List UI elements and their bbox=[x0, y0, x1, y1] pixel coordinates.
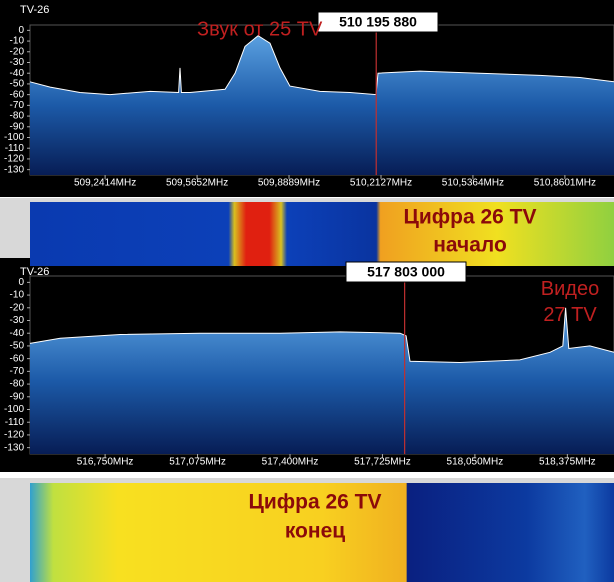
y-tick-label: -120 bbox=[4, 154, 24, 165]
y-tick-label: -90 bbox=[10, 391, 25, 402]
y-tick-label: -130 bbox=[4, 442, 24, 453]
frequency-box bbox=[345, 261, 467, 283]
x-tick-label: 510,2127MHz bbox=[350, 178, 412, 189]
spectrum-trace bbox=[29, 35, 614, 96]
waterfall-annotation: начало bbox=[433, 234, 507, 257]
x-tick-label: 510,8601MHz bbox=[534, 178, 596, 189]
waterfall bbox=[30, 483, 614, 582]
y-tick-label: -40 bbox=[10, 68, 25, 79]
y-tick-label: -60 bbox=[10, 89, 25, 100]
y-tick-label: -40 bbox=[10, 328, 25, 339]
waterfall bbox=[30, 202, 614, 266]
x-tick-label: 510,5364MHz bbox=[442, 178, 504, 189]
y-tick-label: -60 bbox=[10, 353, 25, 364]
y-tick-label: -30 bbox=[10, 57, 25, 68]
y-tick-label: -10 bbox=[10, 290, 25, 301]
y-tick-label: -100 bbox=[4, 132, 24, 143]
x-tick-label: 517,400MHz bbox=[262, 457, 319, 468]
y-tick-label: -20 bbox=[10, 46, 25, 57]
spectrum-fill bbox=[30, 307, 614, 454]
y-tick-label: -70 bbox=[10, 100, 25, 111]
y-tick-label: 0 bbox=[18, 25, 24, 36]
x-tick-label: 509,5652MHz bbox=[166, 178, 228, 189]
y-tick-label: -90 bbox=[10, 121, 25, 132]
panel-title: TV-26 bbox=[20, 266, 49, 278]
y-tick-label: -10 bbox=[10, 36, 25, 47]
x-tick-label: 518,375MHz bbox=[539, 457, 596, 468]
x-tick-label: 517,725MHz bbox=[354, 457, 411, 468]
y-tick-label: -20 bbox=[10, 302, 25, 313]
y-tick-label: -120 bbox=[4, 430, 24, 441]
frequency-label: 510 195 880 bbox=[339, 14, 417, 30]
y-tick-label: -80 bbox=[10, 111, 25, 122]
y-tick-label: -130 bbox=[4, 164, 24, 175]
y-tick-label: -30 bbox=[10, 315, 25, 326]
y-tick-label: -80 bbox=[10, 379, 25, 390]
frequency-box bbox=[317, 11, 439, 33]
waterfall-annotation: конец bbox=[285, 520, 345, 543]
y-tick-label: -100 bbox=[4, 404, 24, 415]
y-tick-label: 0 bbox=[18, 277, 24, 288]
x-tick-label: 518,050MHz bbox=[447, 457, 504, 468]
annotation: Звук от 25 TV bbox=[197, 18, 323, 40]
y-tick-label: -70 bbox=[10, 366, 25, 377]
frequency-label: 517 803 000 bbox=[367, 264, 445, 280]
annotation: Видео 27 TV bbox=[541, 278, 599, 326]
spectrum-fill bbox=[30, 35, 614, 176]
waterfall-annotation: Цифра 26 TV bbox=[404, 206, 537, 229]
spectrum-trace bbox=[29, 307, 614, 364]
x-tick-label: 509,2414MHz bbox=[74, 178, 136, 189]
x-tick-label: 509,8889MHz bbox=[258, 178, 320, 189]
y-tick-label: -50 bbox=[10, 79, 25, 90]
panel-title: TV-26 bbox=[20, 4, 49, 16]
y-tick-label: -110 bbox=[5, 417, 25, 428]
waterfall-annotation: Цифра 26 TV bbox=[249, 491, 382, 514]
x-tick-label: 516,750MHz bbox=[77, 457, 134, 468]
x-tick-label: 517,075MHz bbox=[169, 457, 226, 468]
y-tick-label: -50 bbox=[10, 341, 25, 352]
y-tick-label: -110 bbox=[5, 143, 25, 154]
